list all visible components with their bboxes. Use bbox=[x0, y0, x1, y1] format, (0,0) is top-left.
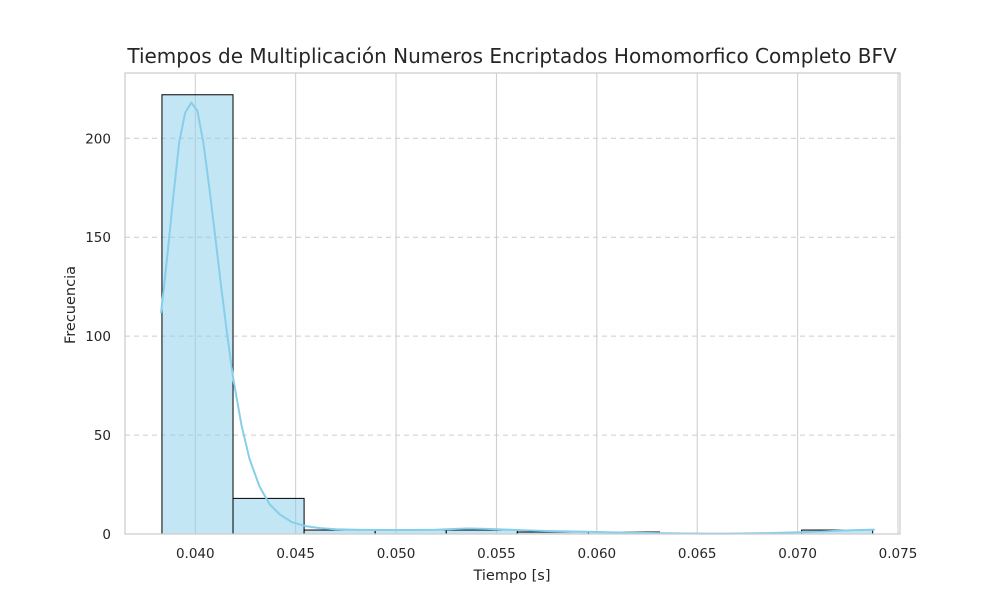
x-tick-label: 0.050 bbox=[377, 546, 416, 562]
kde-curve bbox=[160, 101, 875, 535]
chart-title: Tiempos de Multiplicación Numeros Encrip… bbox=[126, 44, 897, 68]
x-tick-label: 0.070 bbox=[778, 546, 817, 562]
y-tick-label: 50 bbox=[94, 428, 111, 444]
grid-lines bbox=[125, 73, 900, 534]
x-tick-label: 0.055 bbox=[477, 546, 516, 562]
plot-frame bbox=[124, 72, 901, 535]
kde-curve-layer bbox=[160, 101, 875, 535]
x-tick-label: 0.045 bbox=[276, 546, 315, 562]
y-tick-label: 100 bbox=[85, 329, 111, 345]
histogram-bars bbox=[161, 94, 874, 535]
x-axis-label: Tiempo [s] bbox=[472, 568, 550, 584]
y-tick-label: 150 bbox=[85, 230, 111, 246]
histogram-bar bbox=[161, 94, 234, 535]
y-axis-label: Frecuencia bbox=[63, 266, 79, 344]
x-tick-label: 0.060 bbox=[577, 546, 616, 562]
x-tick-label: 0.040 bbox=[176, 546, 215, 562]
x-tick-label: 0.075 bbox=[879, 546, 918, 562]
x-tick-label: 0.065 bbox=[678, 546, 717, 562]
y-tick-label: 0 bbox=[102, 527, 111, 543]
y-tick-label: 200 bbox=[85, 131, 111, 147]
tick-labels: 0.040 0.045 0.050 0.055 0.060 0.065 0.070 0.075… bbox=[85, 131, 917, 562]
